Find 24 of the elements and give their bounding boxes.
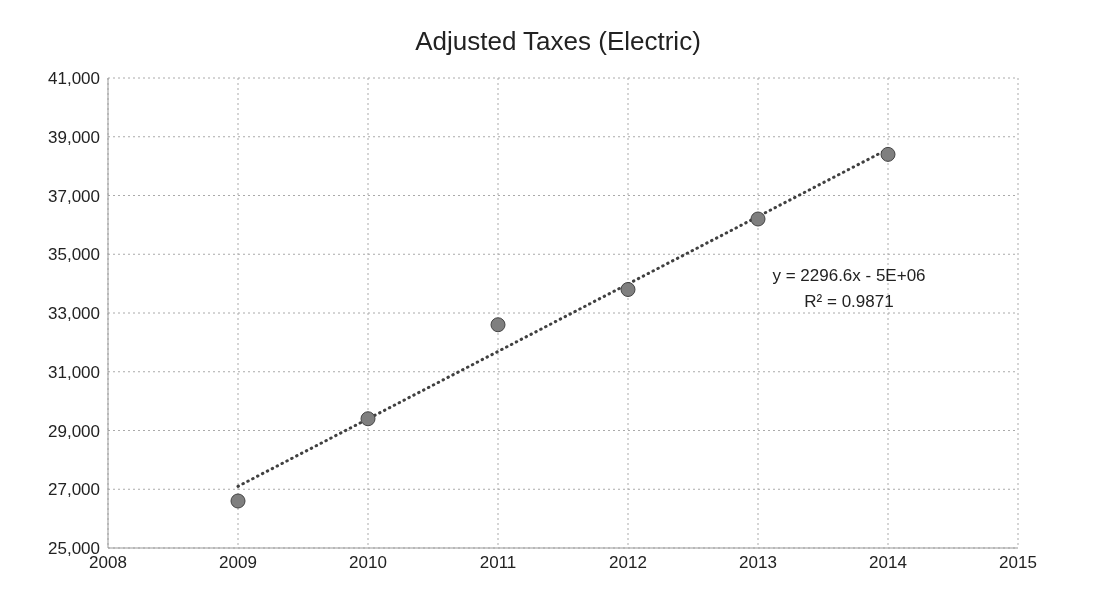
y-tick-label: 35,000 xyxy=(48,245,100,265)
point xyxy=(750,211,766,227)
point xyxy=(880,146,896,162)
point xyxy=(360,411,376,427)
y-tick-label: 27,000 xyxy=(48,480,100,500)
x-tick-label: 2013 xyxy=(739,553,777,573)
x-tick-label: 2015 xyxy=(999,553,1037,573)
point xyxy=(490,317,506,333)
x-tick-label: 2014 xyxy=(869,553,907,573)
annotation: y = 2296.6x - 5E+06 xyxy=(771,266,927,286)
point xyxy=(620,282,636,297)
x-tick-label: 2010 xyxy=(349,553,387,573)
y-tick-label: 41,000 xyxy=(48,69,100,89)
point xyxy=(230,493,246,509)
y-tick-label: 31,000 xyxy=(48,362,100,382)
y-tick-label: 39,000 xyxy=(48,127,100,147)
y-tick-label: 29,000 xyxy=(48,421,100,441)
x-tick-label: 2012 xyxy=(609,553,647,573)
chart-title: Adjusted Taxes (Electric) xyxy=(414,26,702,57)
y-tick-label: 33,000 xyxy=(48,304,100,324)
x-tick-label: 2009 xyxy=(219,553,257,573)
annotation: R² = 0.9871 xyxy=(803,292,895,312)
x-tick-label: 2011 xyxy=(479,553,517,573)
y-tick-label: 37,000 xyxy=(48,186,100,206)
